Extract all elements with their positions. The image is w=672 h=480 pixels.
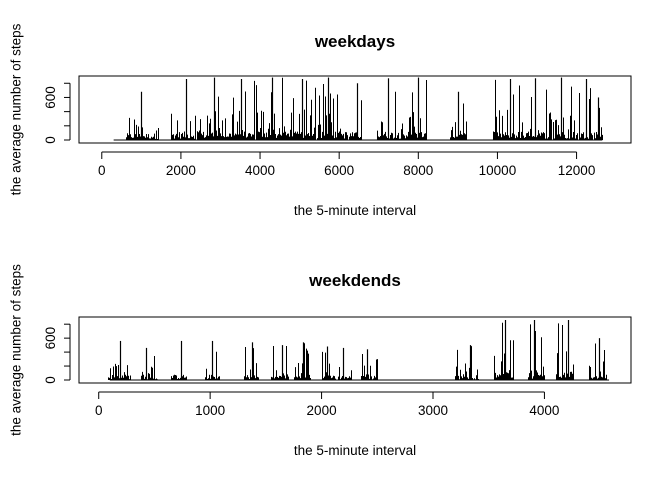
data-burst <box>377 78 402 140</box>
panel-2: weekdends 0 600 the average number of steps… <box>9 264 632 458</box>
panel-1: weekdays 0 600 the average number of steps 0… <box>9 23 632 218</box>
data-burst <box>521 78 552 140</box>
data-burst <box>222 79 255 140</box>
x-tick-label: 6000 <box>324 163 354 178</box>
data-burst <box>294 342 311 380</box>
y-tick-label: 0 <box>43 136 58 144</box>
data-burst <box>528 320 545 380</box>
x-tick-label: 1000 <box>195 403 225 418</box>
y-tick-label: 0 <box>43 376 58 384</box>
data-burst <box>401 77 427 140</box>
plot-frame <box>78 75 632 144</box>
x-tick-label: 10000 <box>479 163 517 178</box>
data-burst <box>455 345 479 380</box>
data-burst <box>450 91 467 140</box>
data-burst <box>494 320 514 380</box>
data-burst <box>205 340 220 380</box>
chart-title: weekdends <box>308 271 401 290</box>
x-tick-label: 4000 <box>245 163 275 178</box>
data-burst <box>171 79 196 140</box>
x-tick-label: 0 <box>95 403 103 418</box>
data-burst <box>594 97 603 140</box>
x-tick-label: 3000 <box>418 403 448 418</box>
x-tick-label: 12000 <box>558 163 596 178</box>
plot-frame <box>78 316 632 384</box>
data-burst <box>271 345 289 380</box>
data-burst <box>317 77 348 140</box>
data-burst <box>361 349 378 380</box>
data-burst <box>556 320 574 380</box>
data-burst <box>141 347 158 380</box>
data-burst <box>322 346 336 380</box>
data-burst <box>288 79 316 140</box>
data-burst <box>171 340 187 380</box>
y-axis-label: the average number of steps <box>9 264 24 436</box>
data-burst <box>589 338 607 380</box>
y-axis-label: the average number of steps <box>9 23 24 195</box>
data-burst <box>579 79 593 140</box>
x-tick-label: 2000 <box>166 163 196 178</box>
data-burst <box>126 91 159 140</box>
data-burst <box>108 340 131 380</box>
x-axis-label: the 5-minute interval <box>294 203 416 218</box>
y-tick-label: 600 <box>43 327 58 350</box>
x-tick-label: 0 <box>98 163 106 178</box>
data-burst <box>197 77 223 140</box>
x-tick-label: 2000 <box>307 403 337 418</box>
chart-title: weekdays <box>314 32 395 51</box>
data-burst <box>493 79 522 140</box>
x-axis-label: the 5-minute interval <box>294 443 416 458</box>
data-burst <box>256 77 289 140</box>
data-burst <box>338 347 352 380</box>
data-series <box>108 320 610 381</box>
y-tick-label: 600 <box>43 86 58 109</box>
data-series <box>113 77 603 141</box>
data-burst <box>244 342 259 380</box>
data-burst <box>553 77 578 140</box>
data-burst <box>349 83 362 140</box>
x-tick-label: 8000 <box>403 163 433 178</box>
x-tick-label: 4000 <box>529 403 559 418</box>
